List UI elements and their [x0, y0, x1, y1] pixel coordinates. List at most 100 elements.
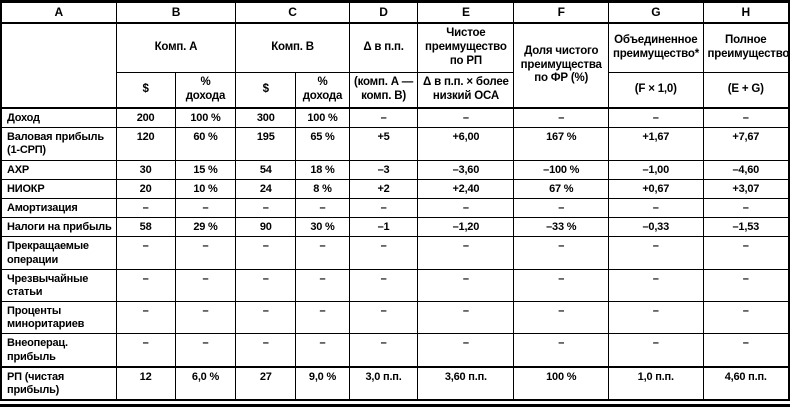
table-cell: –	[348, 333, 419, 368]
table-cell: –	[115, 333, 176, 368]
table-cell: 6,0 %	[174, 365, 237, 401]
table-cell: –	[607, 301, 704, 335]
row-label: Внеоперац. прибыль	[0, 333, 117, 368]
table-cell: –	[348, 236, 419, 270]
table-cell: –	[235, 197, 297, 219]
table-cell: 54	[235, 159, 297, 180]
row-label: РП (чистая прибыль)	[0, 365, 117, 401]
table-row: Амортизация – – – – – – – – –	[0, 197, 790, 219]
header-delta-pp: Δ в п.п.	[348, 22, 419, 73]
corner-cell	[0, 22, 117, 109]
table-cell: –3	[348, 159, 419, 180]
table-cell: –	[348, 107, 419, 129]
table-cell: 167 %	[513, 127, 609, 161]
table-cell: –100 %	[513, 159, 609, 180]
table-cell: –	[348, 301, 419, 335]
table-cell: 65 %	[295, 127, 350, 161]
row-label: Доход	[0, 107, 117, 129]
table-cell: –	[702, 197, 790, 219]
column-letters-row: A B C D E F G H	[0, 1, 790, 24]
table-cell: –	[607, 197, 704, 219]
row-label: АХР	[0, 159, 117, 180]
table-cell: –	[513, 107, 609, 129]
table-cell: +6,00	[417, 127, 515, 161]
table-cell: –1,53	[702, 217, 790, 238]
table-cell: –	[174, 197, 237, 219]
table-cell: 200	[115, 107, 176, 129]
table-cell: 8 %	[295, 178, 350, 199]
table-cell: –	[607, 333, 704, 368]
table-cell: –4,60	[702, 159, 790, 180]
table-cell: 120	[115, 127, 176, 161]
header-comp-a: Комп. А	[115, 22, 237, 73]
header-comp-b: Комп. В	[235, 22, 350, 73]
table-row: Налоги на прибыль 58 29 % 90 30 % –1 –1,20 –33…	[0, 217, 790, 238]
column-letter-b: B	[115, 1, 237, 24]
table-cell: –	[417, 301, 515, 335]
table-cell: –	[295, 333, 350, 368]
table-cell: 9,0 %	[295, 365, 350, 401]
table-cell: –	[513, 333, 609, 368]
column-letter-g: G	[607, 1, 704, 24]
table-cell: 67 %	[513, 178, 609, 199]
header-full-advantage: Полное преимущество	[702, 22, 790, 73]
header-combined-advantage: Объединенное преимущество*	[607, 22, 704, 73]
table-cell: –	[417, 268, 515, 303]
column-letter-f: F	[513, 1, 609, 24]
group-header-row: Комп. А Комп. В Δ в п.п. Чистое преимуще…	[0, 22, 790, 109]
table-cell: –	[607, 236, 704, 270]
table-cell: 18 %	[295, 159, 350, 180]
table-cell: 10 %	[174, 178, 237, 199]
table-cell: –	[115, 301, 176, 335]
row-label: Валовая прибыль (1-СРП)	[0, 127, 117, 161]
table-row: Доход 200 100 % 300 100 % – – – – –	[0, 107, 790, 129]
table-cell: –	[607, 107, 704, 129]
table-cell: +0,67	[607, 178, 704, 199]
table-cell: –	[174, 301, 237, 335]
subheader-full-formula: (E + G)	[702, 72, 790, 109]
table-cell: 300	[235, 107, 297, 129]
table-cell: –	[702, 333, 790, 368]
table-cell: 3,60 п.п.	[417, 365, 515, 401]
row-label: Амортизация	[0, 197, 117, 219]
column-letter-h: H	[702, 1, 790, 24]
table-cell: –	[513, 301, 609, 335]
table-cell: –	[702, 236, 790, 270]
table-cell: 3,0 п.п.	[348, 365, 419, 401]
table-cell: 20	[115, 178, 176, 199]
table-cell: +2,40	[417, 178, 515, 199]
table-cell: 12	[115, 365, 176, 401]
header-net-advantage: Чистое преимущество по РП	[417, 22, 515, 73]
table-cell: 195	[235, 127, 297, 161]
table-cell: –	[417, 197, 515, 219]
row-label: НИОКР	[0, 178, 117, 199]
table-cell: 29 %	[174, 217, 237, 238]
table-cell: –	[174, 333, 237, 368]
table-cell: –	[295, 236, 350, 270]
table-row: Валовая прибыль (1-СРП) 120 60 % 195 65 % +5…	[0, 127, 790, 161]
table-cell: 58	[115, 217, 176, 238]
table-cell: 100 %	[513, 365, 609, 401]
table-cell: +1,67	[607, 127, 704, 161]
header-share-net-advantage: Доля чистого преимущества по ФР (%)	[513, 22, 609, 109]
table-cell: 24	[235, 178, 297, 199]
table-cell: –	[348, 268, 419, 303]
table-cell: –	[295, 301, 350, 335]
table-cell: –	[702, 107, 790, 129]
table-body: Доход 200 100 % 300 100 % – – – – – Валовая приб…	[0, 107, 790, 401]
table-cell: –	[295, 197, 350, 219]
row-label: Налоги на прибыль	[0, 217, 117, 238]
table-cell: 100 %	[295, 107, 350, 129]
table-row: РП (чистая прибыль) 12 6,0 % 27 9,0 % 3,0 п.…	[0, 365, 790, 401]
table-cell: –	[513, 236, 609, 270]
table-cell: –	[235, 268, 297, 303]
subheader-pct-revenue-b: % дохода	[295, 72, 350, 109]
table-cell: –33 %	[513, 217, 609, 238]
table-row: НИОКР 20 10 % 24 8 % +2 +2,40 67 % +0,67 +3,07	[0, 178, 790, 199]
table-cell: 27	[235, 365, 297, 401]
subheader-pct-revenue-a: % дохода	[174, 72, 237, 109]
table-cell: –	[513, 197, 609, 219]
table-cell: –	[235, 301, 297, 335]
